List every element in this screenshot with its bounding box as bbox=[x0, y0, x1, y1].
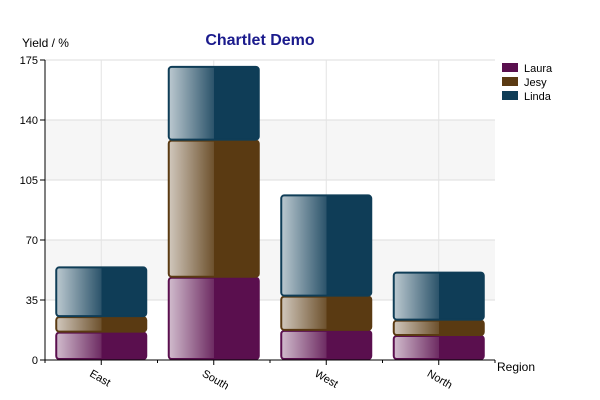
legend-swatch-linda bbox=[502, 91, 518, 100]
legend-label-laura: Laura bbox=[524, 63, 553, 75]
bar-linda-west bbox=[280, 194, 373, 297]
legend-label-linda: Linda bbox=[524, 91, 552, 103]
bar-laura-west bbox=[280, 329, 373, 361]
bar-linda-east bbox=[55, 266, 148, 318]
bar-laura-east bbox=[55, 331, 148, 361]
x-tick-label: East bbox=[87, 368, 112, 389]
x-tick-label: West bbox=[312, 368, 340, 391]
y-tick-label: 70 bbox=[26, 235, 38, 247]
y-axis-label: Yield / % bbox=[22, 36, 69, 50]
bar-jesy-west bbox=[280, 295, 373, 331]
legend-swatch-jesy bbox=[502, 77, 518, 86]
legend: Laura Jesy Linda bbox=[502, 63, 553, 103]
bar-jesy-east bbox=[55, 316, 148, 333]
x-axis-label: Region bbox=[497, 360, 535, 374]
y-tick-label: 140 bbox=[20, 115, 38, 127]
bar-linda-south bbox=[167, 65, 260, 141]
grid-band bbox=[45, 60, 495, 120]
x-tick-label: North bbox=[425, 368, 454, 392]
bar-laura-south bbox=[167, 276, 260, 361]
grid-band bbox=[45, 180, 495, 240]
y-tick-label: 35 bbox=[26, 295, 38, 307]
y-tick-label: 0 bbox=[32, 355, 38, 367]
y-tick-label: 105 bbox=[20, 175, 38, 187]
bar-jesy-south bbox=[167, 139, 260, 278]
bar-linda-north bbox=[392, 271, 485, 321]
bar-laura-north bbox=[392, 335, 485, 360]
bars bbox=[55, 65, 485, 361]
bar-jesy-north bbox=[392, 319, 485, 337]
legend-swatch-laura bbox=[502, 63, 518, 72]
x-tick-label: South bbox=[200, 368, 231, 393]
legend-label-jesy: Jesy bbox=[524, 77, 547, 89]
y-tick-label: 175 bbox=[20, 55, 38, 67]
chart-title: Chartlet Demo bbox=[205, 32, 315, 49]
